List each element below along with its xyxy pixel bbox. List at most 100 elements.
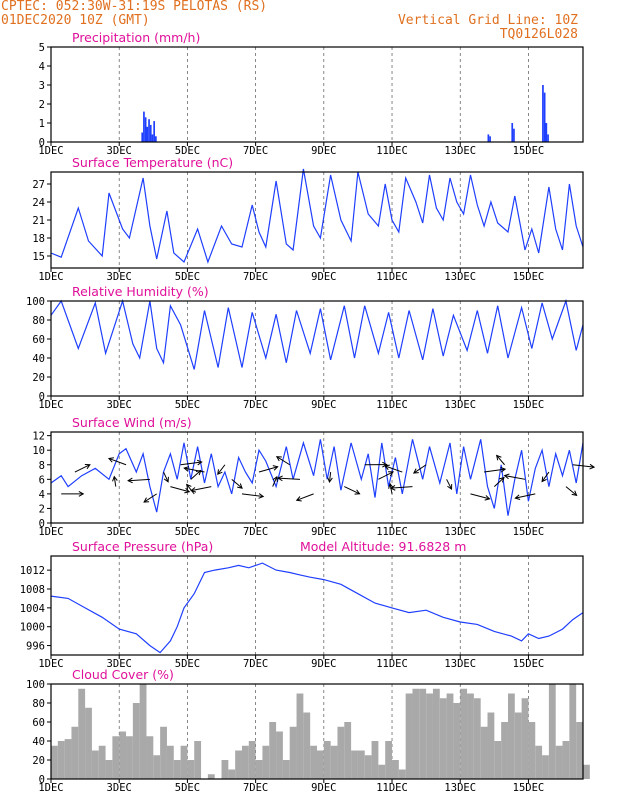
cloud-bar: [473, 698, 481, 779]
panel-4: [47, 431, 596, 527]
wind-arrow-shaft: [278, 477, 300, 480]
wind-arrow-shaft: [163, 471, 169, 483]
y-tick-label: 12: [32, 431, 45, 443]
y-tick-label: 4: [39, 489, 45, 501]
x-tick-label: 1DEC: [38, 658, 63, 670]
cloud-bar: [514, 712, 522, 779]
panel-frame: [50, 300, 584, 397]
x-tick-label: 1DEC: [38, 145, 63, 157]
cloud-bar: [119, 731, 127, 779]
wind-arrow-head: [163, 476, 169, 483]
cloud-bar: [180, 745, 188, 779]
x-tick-label: 9DEC: [311, 399, 336, 411]
cloud-bar: [453, 703, 461, 779]
x-tick-label: 11DEC: [376, 782, 408, 794]
wind-arrow-head: [589, 463, 596, 470]
cloud-bar: [542, 755, 549, 779]
y-tick-label: 3: [39, 80, 45, 92]
cloud-bar: [160, 726, 167, 779]
x-tick-label: 15DEC: [513, 526, 545, 538]
wind-arrow-shaft: [191, 486, 212, 492]
cloud-bar: [317, 750, 324, 779]
wind-arrow-shaft: [113, 476, 117, 487]
cloud-bar: [78, 688, 86, 779]
y-tick-label: 6: [39, 474, 45, 486]
y-tick-label: 20: [32, 755, 45, 767]
y-tick-label: 1: [39, 118, 45, 130]
cloud-bar: [337, 726, 345, 779]
y-tick-label: 996: [26, 641, 45, 653]
x-tick-label: 3DEC: [107, 658, 132, 670]
wind-arrow-head: [382, 461, 388, 468]
y-tick-label: 100: [26, 679, 45, 691]
x-tick-label: 15DEC: [513, 782, 545, 794]
series-line: [50, 298, 584, 370]
wind-arrow-head: [78, 491, 85, 497]
wind-arrow-shaft: [184, 467, 205, 473]
x-tick-label: 5DEC: [175, 658, 200, 670]
cloud-bar: [296, 693, 304, 779]
x-tick-label: 3DEC: [107, 399, 132, 411]
panel-frame: [50, 431, 584, 524]
y-tick-label: 100: [26, 296, 45, 308]
wind-arrow-shaft: [258, 466, 278, 473]
model-label: TQ0126L028: [499, 27, 578, 42]
cloud-bar: [310, 745, 317, 779]
cloud-bar: [139, 684, 147, 779]
cloud-bar: [460, 688, 468, 779]
x-tick-label: 5DEC: [175, 782, 200, 794]
cloud-bar: [105, 760, 113, 779]
wind-arrow-shaft: [470, 493, 490, 500]
model-altitude-label: Model Altitude: 91.6828 m: [300, 539, 466, 554]
cloud-bar: [569, 684, 577, 779]
wind-arrow-head: [112, 475, 118, 482]
panel-frame: [50, 46, 584, 143]
cloud-bar: [364, 755, 372, 779]
x-tick-label: 9DEC: [311, 145, 336, 157]
panel-2: [47, 168, 584, 272]
wind-arrow-shaft: [493, 477, 505, 487]
wind-arrow-shaft: [143, 493, 157, 503]
wind-arrow-shaft: [496, 455, 505, 466]
cloud-bar: [194, 741, 202, 779]
y-tick-label: 5: [39, 42, 45, 54]
grid-note-label: Vertical Grid Line: 10Z: [397, 13, 578, 28]
station-label: CPTEC: 052:30W-31:19S PELOTAS (RS): [1, 0, 268, 14]
panel-title: Precipitation (mm/h): [72, 30, 200, 45]
x-tick-label: 15DEC: [513, 271, 545, 283]
y-tick-label: 40: [32, 353, 45, 365]
wind-arrow-head: [383, 464, 390, 470]
cloud-bar: [85, 707, 92, 779]
y-tick-label: 80: [32, 698, 45, 710]
cloud-bar: [303, 712, 311, 779]
cloud-bar: [378, 764, 386, 779]
wind-arrow-shaft: [108, 457, 127, 466]
cloud-bar: [385, 741, 393, 779]
x-tick-label: 7DEC: [243, 526, 268, 538]
date-label: 01DEC2020 10Z (GMT): [1, 13, 150, 28]
x-tick-label: 1DEC: [38, 399, 63, 411]
wind-arrow-shaft: [186, 484, 195, 495]
wind-arrow-head: [277, 475, 283, 482]
wind-arrow-shaft: [328, 471, 332, 483]
cloud-bar: [153, 755, 161, 779]
panel-frame: [50, 555, 584, 656]
cloud-bar: [439, 698, 447, 779]
cloud-bar: [207, 774, 215, 779]
cloud-bar: [555, 745, 563, 779]
wind-arrow-head: [447, 484, 453, 490]
x-tick-label: 13DEC: [444, 271, 476, 283]
panel-frame: [50, 171, 584, 269]
precip-bar: [148, 119, 150, 142]
precip-bar: [547, 134, 549, 142]
wind-arrow-shaft: [241, 493, 264, 497]
wind-arrow-shaft: [515, 493, 536, 499]
cloud-bar: [91, 750, 99, 779]
cloud-bar: [412, 688, 420, 779]
cloud-bar: [426, 693, 433, 779]
x-tick-label: 7DEC: [243, 658, 268, 670]
y-tick-label: 20: [32, 372, 45, 384]
cloud-bar: [166, 745, 174, 779]
wind-arrow-head: [503, 473, 510, 480]
